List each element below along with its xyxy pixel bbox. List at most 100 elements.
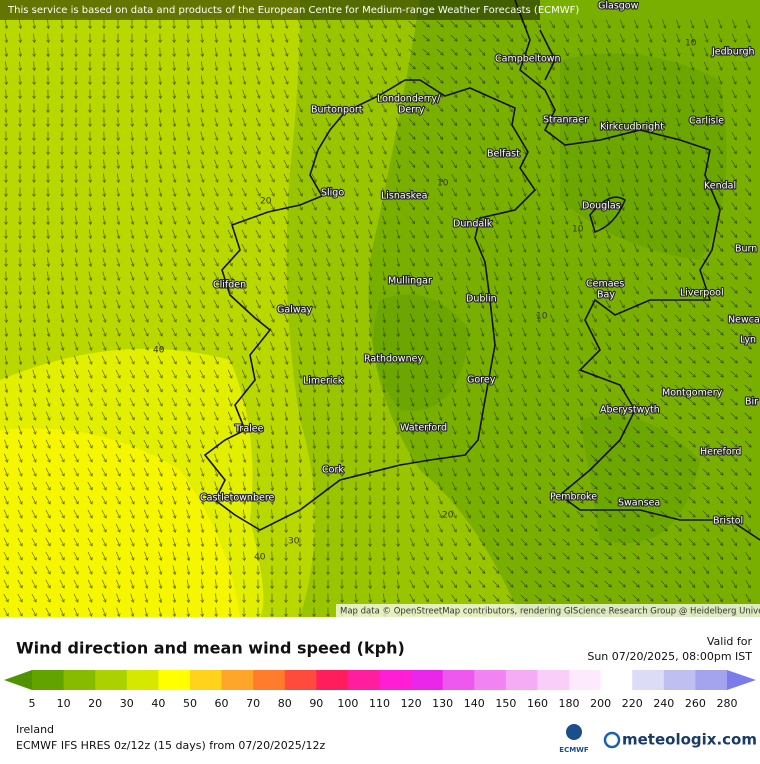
place-label: Mullingar — [388, 276, 432, 287]
scale-segment — [537, 670, 570, 690]
scale-segment — [189, 670, 223, 690]
place-label: Lyn — [740, 335, 756, 346]
contour-label: 40 — [254, 553, 266, 563]
scale-segment — [442, 670, 475, 690]
map-credit: Map data © OpenStreetMap contributors, r… — [340, 607, 760, 617]
place-label: Derry — [398, 105, 425, 116]
scale-label: 60 — [215, 697, 229, 710]
speed-zone — [0, 428, 240, 617]
scale-segment — [126, 670, 159, 690]
place-label: Galway — [277, 305, 312, 316]
scale-segment — [63, 670, 96, 690]
scale-end — [727, 670, 756, 690]
scale-label: 90 — [309, 697, 323, 710]
place-label: Tralee — [234, 424, 264, 435]
valid-time: Sun 07/20/2025, 08:00pm IST — [587, 650, 752, 663]
place-label: Burtonport — [311, 105, 363, 116]
scale-label: 40 — [151, 697, 165, 710]
scale-end — [4, 670, 32, 690]
place-label: Cork — [322, 465, 344, 476]
place-label: Waterford — [400, 423, 447, 434]
scale-label: 160 — [527, 697, 548, 710]
place-label: Jedburgh — [711, 47, 755, 58]
speed-zone — [373, 53, 727, 544]
scale-segment — [347, 670, 380, 690]
place-label: Bristol — [713, 516, 743, 527]
valid-label: Valid for — [707, 635, 753, 648]
scale-label: 20 — [88, 697, 102, 710]
scale-label: 260 — [685, 697, 706, 710]
place-label: Bay — [597, 290, 615, 301]
wind-arrow-field — [3, 19, 752, 617]
place-label: Douglas — [582, 201, 621, 212]
scale-segment — [632, 670, 665, 690]
scale-segment — [600, 670, 633, 690]
scale-label: 5 — [29, 697, 36, 710]
place-label: Swansea — [618, 498, 660, 509]
place-label: Burn — [735, 244, 757, 255]
place-label: Bir — [745, 397, 758, 408]
scale-label: 70 — [246, 697, 260, 710]
place-label: Rathdowney — [364, 354, 423, 365]
place-label: Aberystwyth — [600, 405, 660, 416]
scale-label: 150 — [495, 697, 516, 710]
scale-segment — [32, 670, 65, 690]
place-label: Liverpool — [680, 288, 724, 299]
scale-label: 120 — [401, 697, 422, 710]
place-label: Gorey — [467, 375, 496, 386]
map: Glasgow Jedburgh Campbeltown Londonderry… — [0, 0, 760, 617]
place-label: Cemaes — [586, 279, 624, 290]
place-label: Pembroke — [550, 492, 597, 503]
scale-segment — [379, 670, 412, 690]
scale-segment — [695, 670, 728, 690]
scale-segment — [505, 670, 538, 690]
place-label: Kendal — [704, 181, 736, 192]
place-label: Lisnaskea — [381, 191, 428, 202]
coastlines — [203, 0, 760, 541]
scale-label: 220 — [622, 697, 643, 710]
place-label: Hereford — [700, 447, 741, 458]
scale-segment — [316, 670, 349, 690]
wind-arrows — [3, 19, 752, 617]
scale-segment — [253, 670, 286, 690]
scale-label: 80 — [278, 697, 292, 710]
place-label: Stranraer — [543, 115, 588, 126]
place-label: Kirkcudbright — [600, 122, 664, 133]
ecmwf-text: ECMWF — [559, 746, 589, 754]
contour-label: 10 — [572, 225, 584, 235]
place-label: Clifden — [213, 280, 246, 291]
place-label: Londonderry/ — [377, 94, 441, 105]
scale-label: 110 — [369, 697, 390, 710]
ecmwf-notice: This service is based on data and produc… — [7, 5, 579, 16]
place-label: Campbeltown — [495, 54, 561, 65]
scale-segment — [158, 670, 191, 690]
contour-label: 30 — [288, 537, 300, 547]
scale-label: 280 — [717, 697, 738, 710]
ecmwf-logo — [566, 724, 582, 740]
scale-segment — [663, 670, 696, 690]
model-info: ECMWF IFS HRES 0z/12z (15 days) from 07/… — [16, 739, 326, 752]
brand: meteologix.com — [622, 731, 757, 749]
place-label: Dundalk — [453, 219, 493, 230]
contour-label: 20 — [442, 511, 454, 521]
place-label: Limerick — [303, 376, 344, 387]
scale-label: 50 — [183, 697, 197, 710]
place-label: Sligo — [321, 188, 344, 199]
place-label: Montgomery — [662, 388, 723, 399]
scale-segment — [474, 670, 507, 690]
notice-bg — [0, 0, 540, 20]
scale-label: 240 — [653, 697, 674, 710]
credit-bg — [336, 604, 760, 617]
region: Ireland — [16, 723, 54, 736]
place-label: Glasgow — [598, 1, 639, 12]
contour-label: 20 — [260, 197, 272, 207]
scale-segment — [221, 670, 254, 690]
scale-segment — [284, 670, 317, 690]
place-label: Belfast — [487, 149, 520, 160]
place-label: Newca — [728, 315, 760, 326]
scale-label: 200 — [590, 697, 611, 710]
contour-label: 10 — [685, 39, 697, 49]
place-label: Dublin — [466, 294, 497, 305]
scale-segment — [95, 670, 128, 690]
